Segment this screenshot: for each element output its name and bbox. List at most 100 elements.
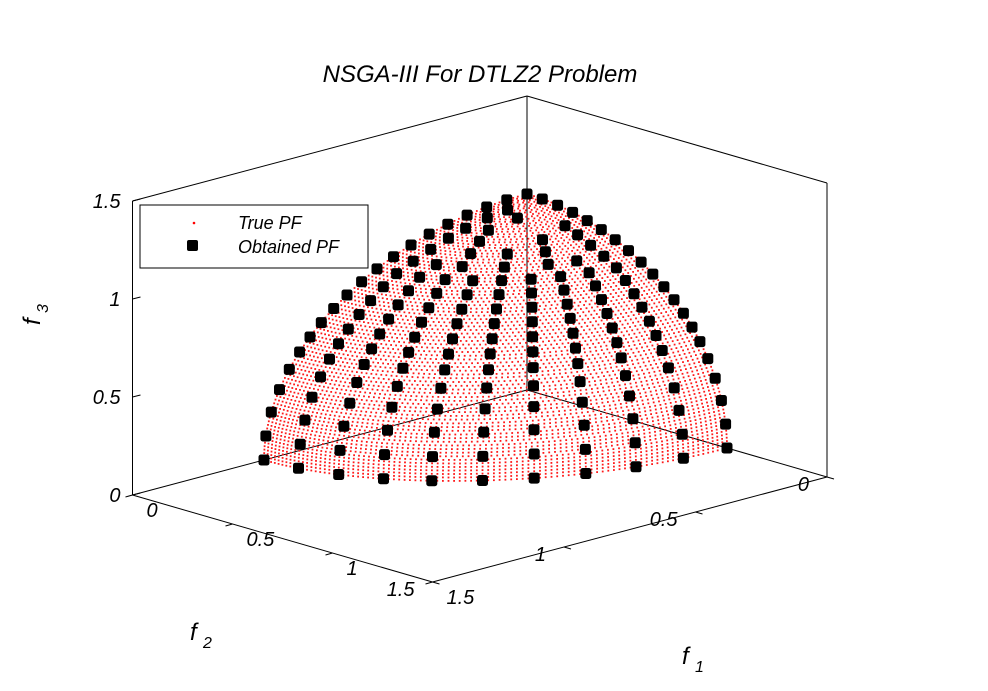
true-pf-point [461,239,464,242]
true-pf-point [702,439,704,441]
true-pf-point [381,423,384,426]
true-pf-point [438,236,441,239]
true-pf-point [522,320,524,323]
true-pf-point [549,422,551,424]
true-pf-point [450,403,453,406]
true-pf-point [663,300,665,302]
true-pf-point [378,273,381,276]
true-pf-point [274,444,277,447]
true-pf-point [514,233,517,235]
true-pf-point [613,385,615,387]
true-pf-point [271,443,273,446]
true-pf-point [556,465,559,467]
true-pf-point [310,403,313,405]
true-pf-point [414,410,416,413]
true-pf-point [398,439,401,442]
true-pf-point [508,317,511,320]
true-pf-point [454,437,456,440]
true-pf-point [683,417,686,420]
true-pf-point [673,366,676,369]
true-pf-point [315,415,317,418]
true-pf-point [452,223,455,225]
true-pf-point [630,386,633,389]
true-pf-point [615,299,618,301]
true-pf-point [415,432,418,435]
true-pf-point [452,411,455,413]
true-pf-point [637,339,640,342]
true-pf-point [371,422,374,425]
true-pf-point [690,382,693,385]
true-pf-point [477,300,479,303]
true-pf-point [361,297,364,300]
true-pf-point [286,447,289,450]
true-pf-point [652,401,655,404]
true-pf-point [612,303,615,305]
true-pf-point [519,401,521,404]
true-pf-point [534,257,536,259]
true-pf-point [614,313,617,316]
true-pf-point [322,369,325,372]
true-pf-point [493,458,495,461]
true-pf-point [423,447,426,450]
true-pf-point [305,353,308,356]
true-pf-point [516,258,519,260]
true-pf-point [613,422,616,425]
true-pf-point [503,241,506,244]
true-pf-point [421,338,424,341]
true-pf-point [336,407,339,410]
true-pf-point [639,343,641,345]
true-pf-point [364,451,367,454]
true-pf-point [393,398,396,400]
true-pf-point [533,260,535,262]
true-pf-point [704,379,707,381]
true-pf-point [393,378,395,381]
true-pf-point [577,304,580,307]
true-pf-point [536,374,538,377]
true-pf-point [516,457,518,460]
true-pf-point [444,300,446,302]
true-pf-point [464,407,467,410]
true-pf-point [394,333,397,335]
true-pf-point [398,341,400,343]
true-pf-point [385,294,387,296]
true-pf-point [709,415,711,418]
true-pf-point [497,387,499,390]
true-pf-point [378,396,380,399]
true-pf-point [547,373,550,376]
true-pf-point [699,364,702,367]
true-pf-point [701,432,704,434]
true-pf-point [440,259,443,262]
true-pf-point [572,401,575,404]
true-pf-point [451,343,453,346]
true-pf-point [561,213,564,216]
true-pf-point [314,434,317,437]
true-pf-point [382,262,385,265]
true-pf-point [384,358,387,361]
true-pf-point [418,284,421,286]
true-pf-point [582,311,585,314]
true-pf-point [657,422,660,425]
true-pf-point [284,385,286,387]
true-pf-point [418,342,421,345]
true-pf-point [579,219,582,222]
true-pf-point [396,446,399,449]
true-pf-point [278,399,280,402]
true-pf-point [492,210,495,213]
true-pf-point [539,206,541,208]
true-pf-point [338,434,341,437]
true-pf-point [371,307,374,309]
true-pf-point [669,428,672,430]
true-pf-point [498,465,501,467]
true-pf-point [324,432,327,435]
true-pf-point [448,396,451,398]
true-pf-point [523,205,526,208]
true-pf-point [386,336,389,338]
true-pf-point [455,351,458,353]
true-pf-point [480,354,483,357]
true-pf-point [341,312,344,315]
true-pf-point [513,228,515,230]
true-pf-point [404,398,406,401]
true-pf-point [389,309,391,312]
true-pf-point [388,464,390,466]
true-pf-point [529,205,532,207]
